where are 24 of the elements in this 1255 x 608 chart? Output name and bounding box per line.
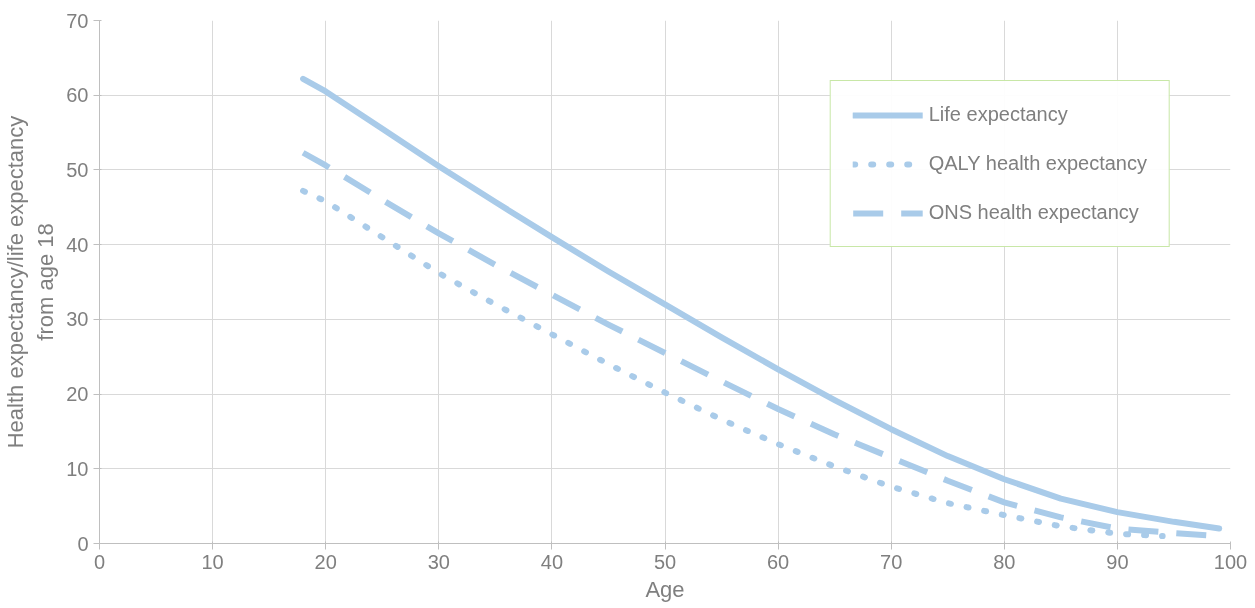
x-tick-label: 100	[1213, 550, 1248, 573]
y-tick-label: 50	[66, 158, 89, 181]
x-axis-title: Age	[645, 576, 685, 602]
x-tick-label: 80	[993, 550, 1016, 573]
x-tick-label: 20	[314, 550, 337, 573]
y-tick-label: 30	[66, 308, 89, 331]
legend-label: Life expectancy	[928, 103, 1068, 126]
x-tick-label: 60	[766, 550, 790, 573]
y-tick-label: 60	[66, 84, 89, 107]
y-axis-title: Health expectancy/life expectancy from age 18	[3, 115, 59, 449]
legend-label: QALY health expectancy	[928, 152, 1147, 175]
x-tick-label: 30	[427, 550, 450, 573]
y-tick-label: 10	[66, 457, 89, 480]
y-tick-label: 20	[66, 383, 89, 406]
x-tick-label: 40	[540, 550, 564, 573]
x-tick-label: 50	[653, 550, 677, 573]
x-tick-label: 90	[1106, 550, 1129, 573]
y-tick-label: 0	[77, 532, 89, 555]
x-tick-label: 10	[201, 550, 224, 573]
x-tick-label: 0	[93, 550, 106, 573]
y-tick-label: 40	[66, 233, 89, 256]
y-tick-label: 70	[66, 9, 89, 32]
legend-label: ONS health expectancy	[928, 201, 1139, 224]
x-tick-label: 70	[880, 550, 903, 573]
